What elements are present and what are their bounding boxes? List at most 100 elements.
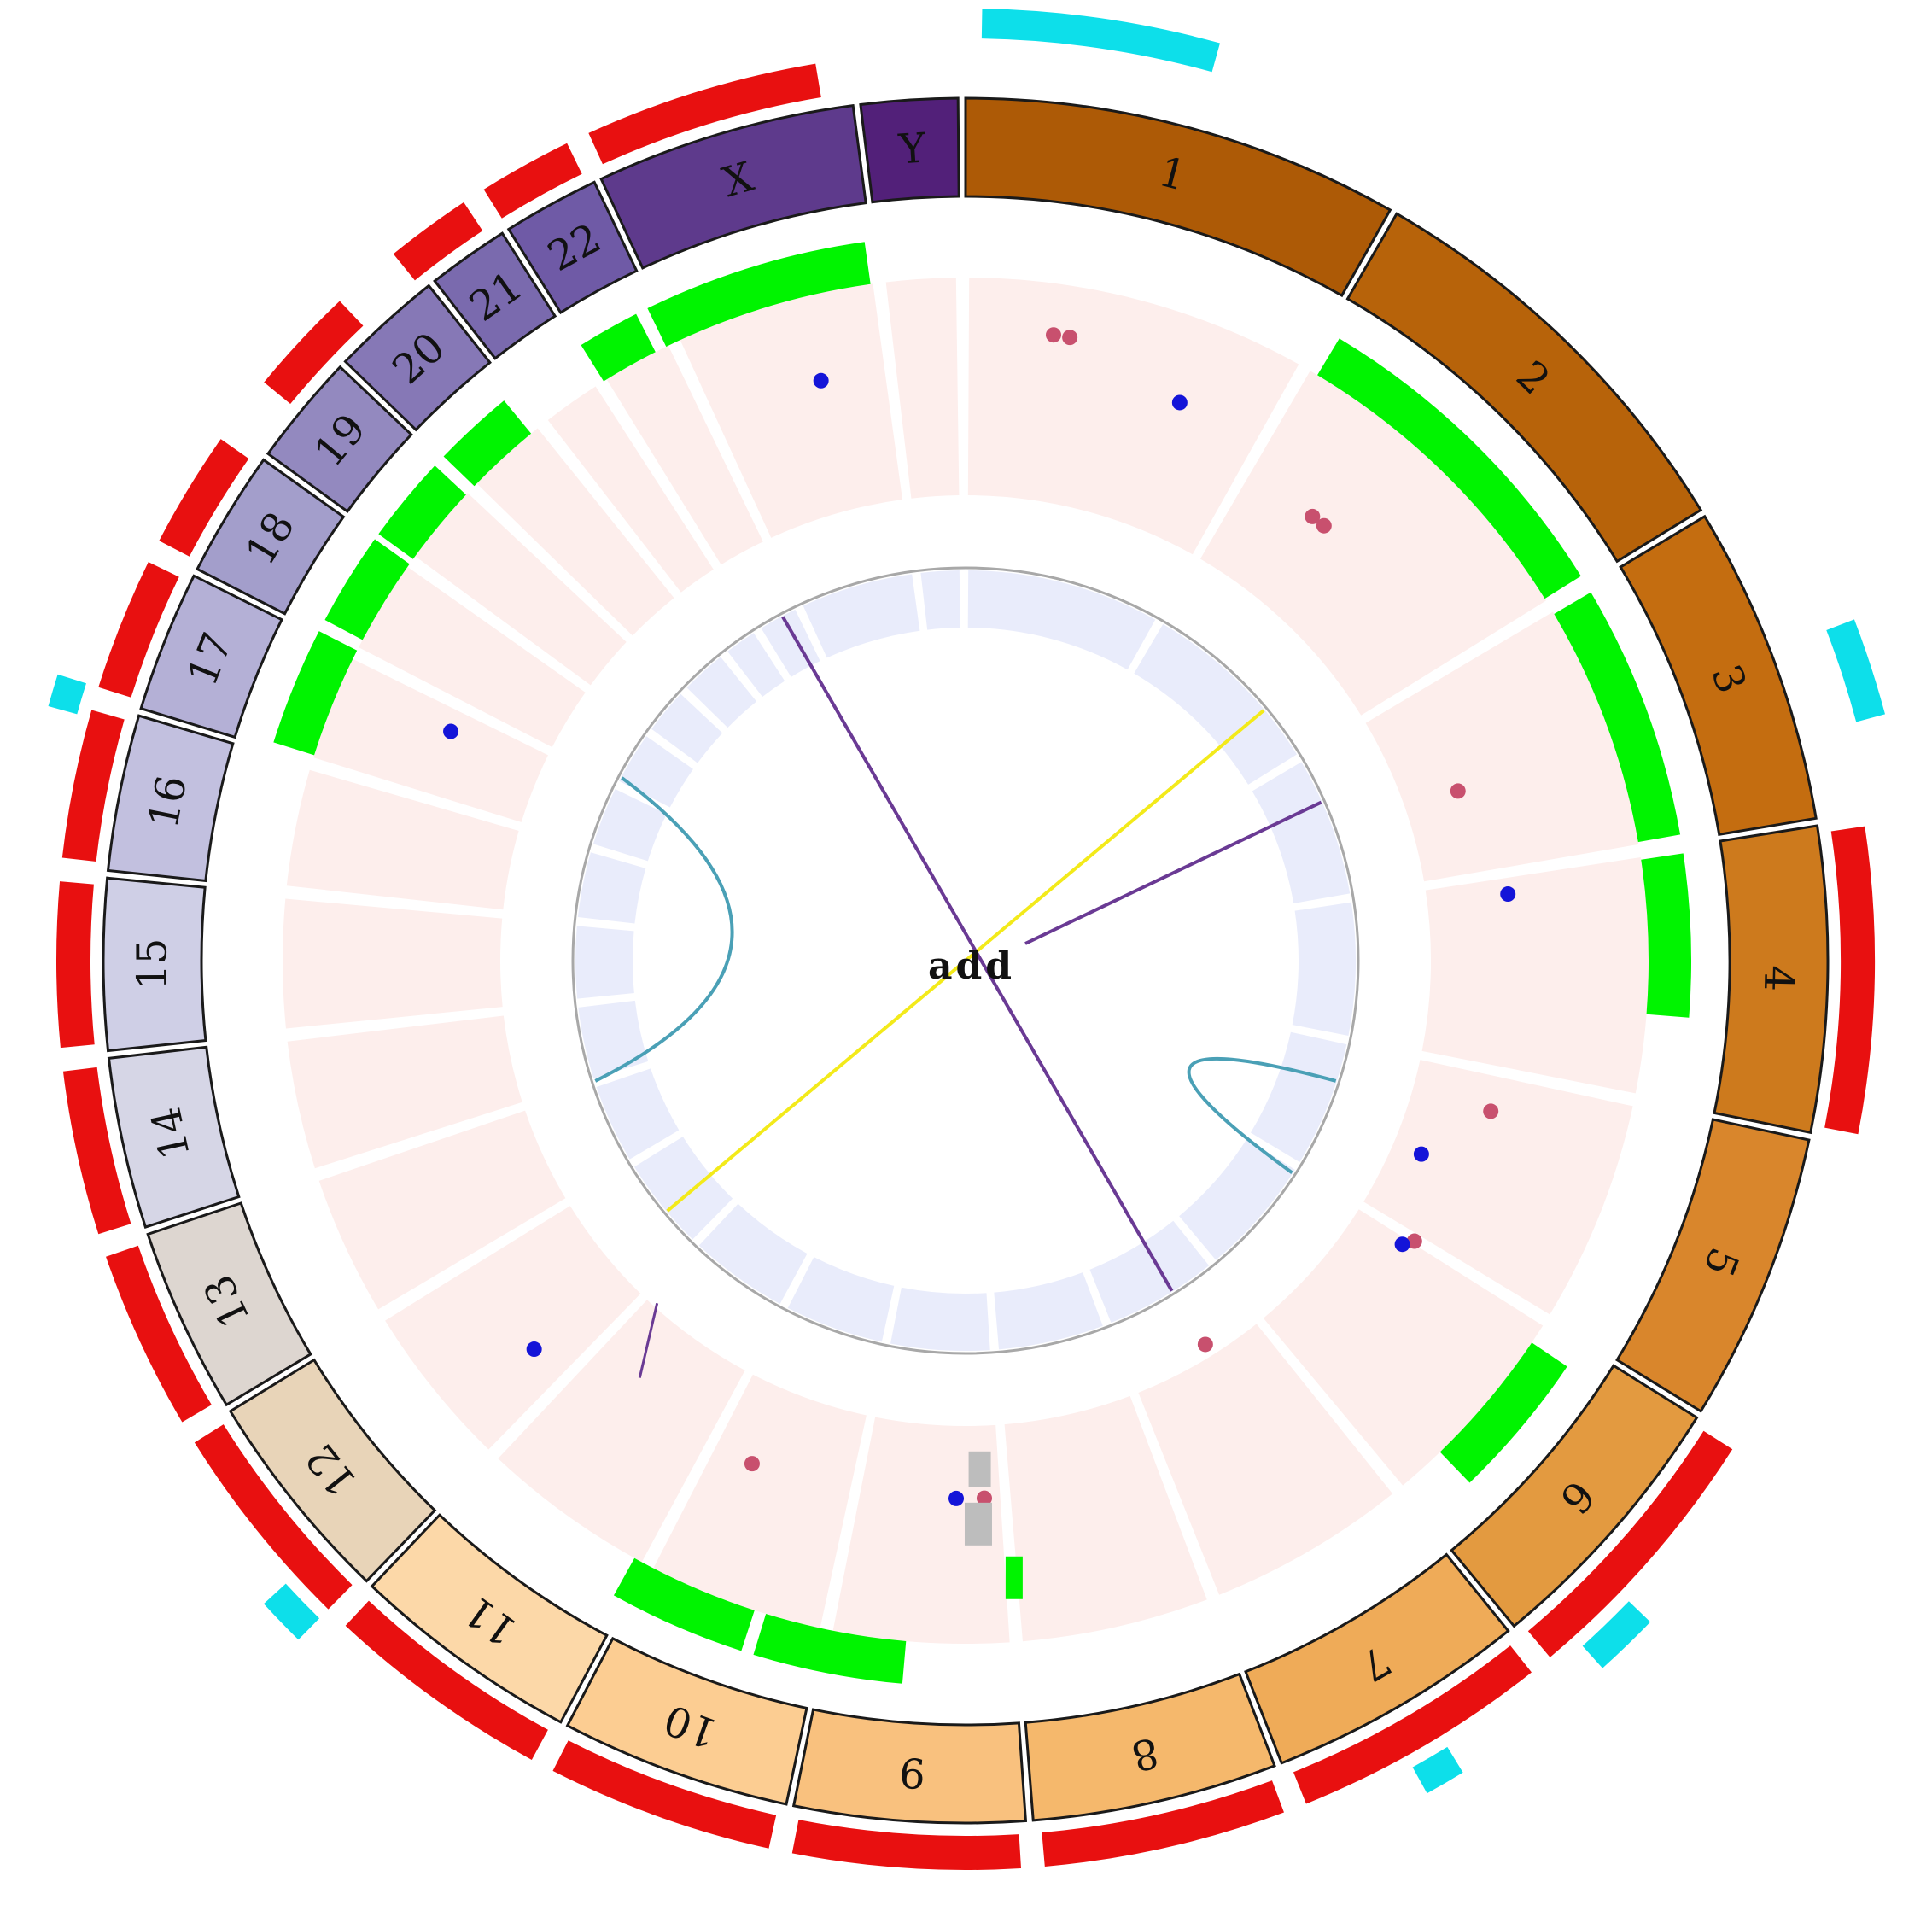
red-block <box>62 1067 131 1235</box>
blue-point <box>443 723 459 739</box>
extra-marks <box>638 1302 1023 1599</box>
cyan-block <box>1582 1601 1651 1668</box>
blue-band-segment <box>1179 1138 1295 1260</box>
pink-band-segment <box>1004 1395 1207 1642</box>
green-track <box>273 242 1691 1684</box>
pink-point <box>1305 508 1321 524</box>
chromosome-18 <box>196 458 346 616</box>
pink-point <box>1045 327 1061 343</box>
pink-band-segment <box>476 428 674 636</box>
blue-band-segment <box>1292 902 1356 1036</box>
pink-point <box>976 1490 992 1506</box>
red-block <box>1527 1430 1733 1657</box>
pink-band-segment <box>967 278 1299 555</box>
blue-point <box>813 372 829 389</box>
green-tick <box>1005 1556 1023 1599</box>
chromosome-12 <box>228 1358 437 1583</box>
chromosome-label-9: 9 <box>898 1748 927 1797</box>
red-block <box>552 1740 777 1849</box>
blue-band-segment <box>787 1257 895 1342</box>
blue-band-segment <box>651 693 723 763</box>
red-block <box>98 562 179 698</box>
pink-band-segment <box>885 278 960 499</box>
blue-band-segment <box>698 1203 808 1304</box>
pink-band-segment <box>1421 856 1649 1094</box>
pink-point <box>1062 330 1078 346</box>
blue-band-segment <box>920 570 960 630</box>
cyan-block <box>48 674 86 715</box>
red-track <box>56 63 1875 1871</box>
pink-band-segment <box>1263 1209 1544 1486</box>
pink-band-segment <box>606 345 763 565</box>
chromosome-label-4: 4 <box>1754 965 1803 992</box>
gray-bar <box>964 1502 992 1546</box>
pink-band-segment <box>547 386 714 593</box>
red-block <box>1042 1780 1284 1867</box>
pink-band-segment <box>498 1300 745 1563</box>
green-block <box>273 631 358 756</box>
red-block <box>106 1245 212 1423</box>
pink-band-segment <box>1199 371 1546 716</box>
chromosome-16 <box>106 714 235 883</box>
pink-band-segment <box>1365 611 1639 882</box>
green-block <box>647 242 871 347</box>
pink-band-segment <box>313 658 548 822</box>
green-block <box>1641 853 1691 1018</box>
blue-point <box>1500 886 1516 903</box>
purple-segment <box>638 1302 659 1378</box>
pink-band-segment <box>385 1206 641 1450</box>
blue-band-track <box>571 566 1360 1355</box>
chromosome-13 <box>146 1201 312 1407</box>
chromosome-14 <box>107 1045 241 1230</box>
chromosome-15 <box>102 876 207 1053</box>
green-block <box>443 400 532 487</box>
chromosome-20 <box>343 283 492 432</box>
pink-point <box>1483 1103 1499 1119</box>
blue-point <box>948 1490 965 1506</box>
chromosome-10 <box>565 1636 808 1806</box>
green-block <box>581 313 656 382</box>
pink-band-segment <box>318 1110 566 1310</box>
red-block <box>345 1600 548 1760</box>
blue-band-segment <box>577 852 646 924</box>
green-block <box>378 465 466 559</box>
teal-link <box>594 776 734 1083</box>
cyan-block <box>1412 1746 1463 1794</box>
red-block <box>1293 1645 1532 1804</box>
chromosome-19 <box>266 365 413 514</box>
chromosome-6 <box>1450 1364 1699 1628</box>
blue-band-segment <box>761 609 820 677</box>
pink-band-segment <box>287 1015 522 1169</box>
green-block <box>324 539 410 640</box>
pink-point <box>1450 783 1466 799</box>
cyan-track <box>48 9 1886 1794</box>
red-block <box>61 710 125 862</box>
blue-point <box>1413 1146 1429 1162</box>
chromosome-22 <box>506 180 639 315</box>
chromosome-3 <box>1619 514 1818 837</box>
pink-band-segment <box>1138 1324 1393 1595</box>
blue-band-segment <box>727 633 785 698</box>
pink-band-segment <box>359 566 586 748</box>
chromosome-2 <box>1345 212 1703 564</box>
pink-band-segment <box>832 1417 1010 1644</box>
blue-band-segment <box>803 574 920 658</box>
pink-band-segment <box>1363 1060 1633 1315</box>
green-block <box>613 1557 755 1651</box>
pink-band-track <box>283 278 1649 1644</box>
pink-point <box>1406 1233 1422 1249</box>
cyan-block <box>263 1583 320 1640</box>
blue-point <box>1394 1236 1410 1253</box>
teal-link <box>1187 1056 1337 1174</box>
green-block <box>753 1614 907 1684</box>
blue-band-segment <box>1134 623 1297 785</box>
chromosome-11 <box>370 1513 609 1724</box>
blue-band-segment <box>994 1272 1103 1350</box>
red-block <box>56 881 95 1049</box>
chromosome-label-15: 15 <box>128 938 176 990</box>
blue-band-segment <box>1089 1220 1210 1324</box>
blue-band-segment <box>967 570 1156 670</box>
chromosome-9 <box>791 1708 1028 1825</box>
blue-band-segment <box>1252 762 1351 903</box>
chromosome-X <box>599 103 867 270</box>
